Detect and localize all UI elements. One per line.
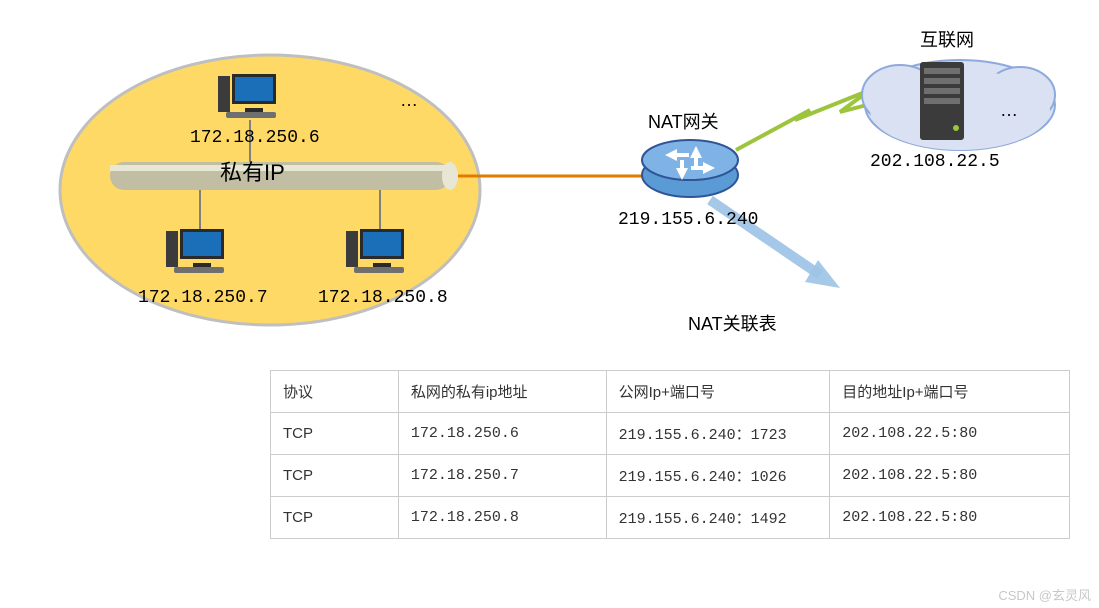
cell-dest-ip: 202.108.22.5:80: [830, 455, 1070, 497]
server-ip: 202.108.22.5: [870, 152, 1000, 172]
cell-dest-ip: 202.108.22.5:80: [830, 413, 1070, 455]
cell-private-ip: 172.18.250.6: [398, 413, 606, 455]
cell-dest-ip: 202.108.22.5:80: [830, 497, 1070, 539]
servers-ellipsis: …: [1000, 100, 1018, 121]
host-1-ip: 172.18.250.6: [190, 128, 320, 148]
col-public-ip-port: 公网Ip+端口号: [606, 371, 830, 413]
private-ip-label: 私有IP: [220, 155, 285, 187]
nat-table: 协议 私网的私有ip地址 公网Ip+端口号 目的地址Ip+端口号 TCP 172…: [270, 370, 1070, 539]
network-diagram: … 172.18.250.6 私有IP 172.18.250.7 172.18.…: [0, 0, 1099, 360]
cell-public-ip: 219.155.6.240：1026: [606, 455, 830, 497]
cell-public-ip: 219.155.6.240：1492: [606, 497, 830, 539]
host-3-icon: [348, 225, 408, 285]
cell-protocol: TCP: [271, 497, 399, 539]
watermark: CSDN @玄灵风: [998, 585, 1091, 604]
nat-public-ip: 219.155.6.240: [618, 210, 758, 230]
host-2-ip: 172.18.250.7: [138, 288, 268, 308]
col-private-ip: 私网的私有ip地址: [398, 371, 606, 413]
table-row: TCP 172.18.250.6 219.155.6.240：1723 202.…: [271, 413, 1070, 455]
nat-table-title: NAT关联表: [688, 310, 777, 336]
host-3-ip: 172.18.250.8: [318, 288, 448, 308]
nat-gateway-label: NAT网关: [648, 108, 719, 134]
server-icon: [920, 62, 964, 140]
host-2-icon: [168, 225, 228, 285]
cell-protocol: TCP: [271, 413, 399, 455]
nat-router-icon: [642, 140, 738, 197]
cell-protocol: TCP: [271, 455, 399, 497]
cell-public-ip: 219.155.6.240：1723: [606, 413, 830, 455]
cell-private-ip: 172.18.250.8: [398, 497, 606, 539]
internet-label: 互联网: [920, 26, 974, 52]
table-row: TCP 172.18.250.7 219.155.6.240：1026 202.…: [271, 455, 1070, 497]
hosts-ellipsis: …: [400, 90, 418, 111]
col-dest-ip-port: 目的地址Ip+端口号: [830, 371, 1070, 413]
cell-private-ip: 172.18.250.7: [398, 455, 606, 497]
table-header-row: 协议 私网的私有ip地址 公网Ip+端口号 目的地址Ip+端口号: [271, 371, 1070, 413]
table-row: TCP 172.18.250.8 219.155.6.240：1492 202.…: [271, 497, 1070, 539]
col-protocol: 协议: [271, 371, 399, 413]
host-1-icon: [220, 70, 280, 130]
